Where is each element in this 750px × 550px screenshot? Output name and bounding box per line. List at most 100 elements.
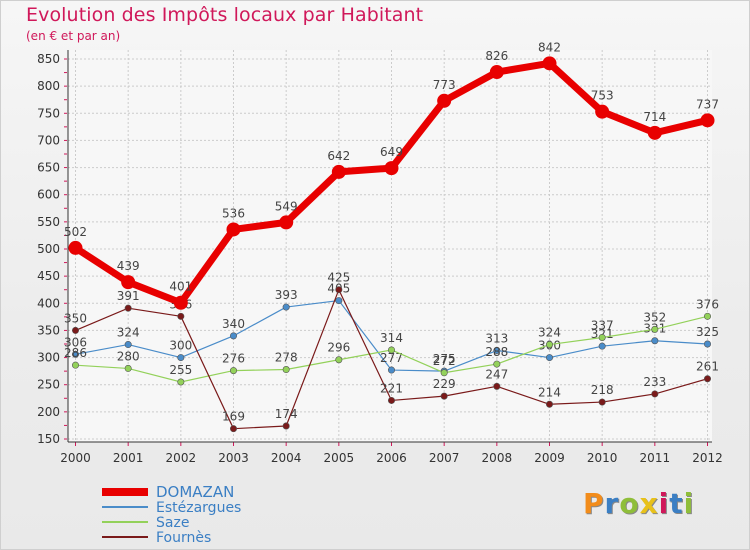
- x-tick-label: 2003: [218, 451, 249, 465]
- data-label: 773: [433, 78, 456, 92]
- data-point: [121, 275, 136, 290]
- data-label: 350: [64, 311, 87, 325]
- data-point: [387, 396, 395, 404]
- y-tick-label: 300: [37, 351, 60, 365]
- data-label: 649: [380, 145, 403, 159]
- y-tick-label: 400: [37, 296, 60, 310]
- chart-subtitle: (en € et par an): [26, 29, 121, 43]
- data-point: [489, 65, 504, 80]
- data-label: 439: [117, 259, 140, 273]
- data-label: 826: [485, 49, 508, 63]
- data-point: [331, 164, 346, 179]
- y-tick-label: 700: [37, 133, 60, 147]
- y-tick-label: 250: [37, 378, 60, 392]
- data-point: [493, 347, 501, 355]
- data-point: [651, 325, 659, 333]
- data-point: [703, 312, 711, 320]
- legend-label: DOMAZAN: [156, 483, 234, 501]
- x-tick-label: 2011: [640, 451, 671, 465]
- data-point: [72, 326, 80, 334]
- data-label: 376: [696, 297, 719, 311]
- x-tick-label: 2006: [376, 451, 407, 465]
- data-point: [545, 400, 553, 408]
- data-point: [72, 361, 80, 369]
- data-point: [124, 341, 132, 349]
- data-label: 218: [591, 383, 614, 397]
- data-point: [440, 369, 448, 377]
- data-label: 842: [538, 40, 561, 54]
- data-label: 261: [696, 360, 719, 374]
- x-tick-label: 2009: [534, 451, 565, 465]
- data-point: [68, 240, 83, 255]
- data-label: 174: [275, 407, 298, 421]
- data-point: [282, 303, 290, 311]
- data-point: [545, 354, 553, 362]
- data-label: 401: [169, 280, 192, 294]
- logo-letter: i: [658, 487, 670, 520]
- data-point: [387, 346, 395, 354]
- data-label: 753: [591, 89, 614, 103]
- x-tick-label: 2007: [429, 451, 460, 465]
- logo-letter: P: [583, 487, 605, 520]
- data-label: 275: [433, 352, 456, 366]
- legend-label: Saze: [156, 515, 189, 531]
- data-point: [598, 342, 606, 350]
- data-label: 278: [275, 351, 298, 365]
- data-label: 255: [169, 363, 192, 377]
- data-label: 714: [643, 110, 666, 124]
- data-label: 272: [433, 354, 456, 368]
- data-point: [335, 356, 343, 364]
- data-point: [282, 422, 290, 430]
- x-tick-label: 2002: [166, 451, 197, 465]
- data-label: 737: [696, 97, 719, 111]
- data-point: [542, 56, 557, 71]
- data-label: 314: [380, 331, 403, 345]
- data-point: [177, 354, 185, 362]
- data-label: 276: [222, 352, 245, 366]
- data-point: [651, 337, 659, 345]
- logo-letter: x: [639, 487, 659, 520]
- y-tick-label: 150: [37, 432, 60, 446]
- data-label: 233: [643, 375, 666, 389]
- data-label: 214: [538, 385, 561, 399]
- data-point: [493, 360, 501, 368]
- data-label: 296: [327, 341, 350, 355]
- data-point: [230, 425, 238, 433]
- y-tick-label: 350: [37, 323, 60, 337]
- data-point: [598, 398, 606, 406]
- data-point: [177, 312, 185, 320]
- y-tick-label: 200: [37, 405, 60, 419]
- y-tick-label: 800: [37, 79, 60, 93]
- logo-letter: o: [619, 487, 640, 520]
- data-point: [226, 222, 241, 237]
- data-label: 306: [64, 335, 87, 349]
- x-tick-label: 2012: [692, 451, 723, 465]
- data-label: 391: [117, 289, 140, 303]
- data-label: 536: [222, 206, 245, 220]
- x-tick-label: 2000: [60, 451, 91, 465]
- data-label: 393: [275, 288, 298, 302]
- y-tick-label: 550: [37, 215, 60, 229]
- data-label: 169: [222, 410, 245, 424]
- logo-letter: r: [604, 487, 620, 520]
- data-label: 277: [380, 351, 403, 365]
- legend-label: Fournès: [156, 530, 211, 546]
- data-label: 324: [117, 326, 140, 340]
- data-label: 502: [64, 225, 87, 239]
- chart-title: Evolution des Impôts locaux par Habitant: [26, 4, 424, 26]
- y-tick-label: 650: [37, 161, 60, 175]
- y-tick-label: 600: [37, 188, 60, 202]
- data-point: [545, 341, 553, 349]
- data-label: 340: [222, 317, 245, 331]
- data-point: [595, 104, 610, 119]
- data-point: [230, 332, 238, 340]
- logo-letter: i: [683, 487, 695, 520]
- data-label: 642: [327, 149, 350, 163]
- data-point: [703, 340, 711, 348]
- x-tick-label: 2010: [587, 451, 618, 465]
- data-point: [124, 304, 132, 312]
- data-point: [72, 350, 80, 358]
- data-point: [384, 161, 399, 176]
- data-label: 352: [643, 310, 666, 324]
- x-tick-label: 2004: [271, 451, 302, 465]
